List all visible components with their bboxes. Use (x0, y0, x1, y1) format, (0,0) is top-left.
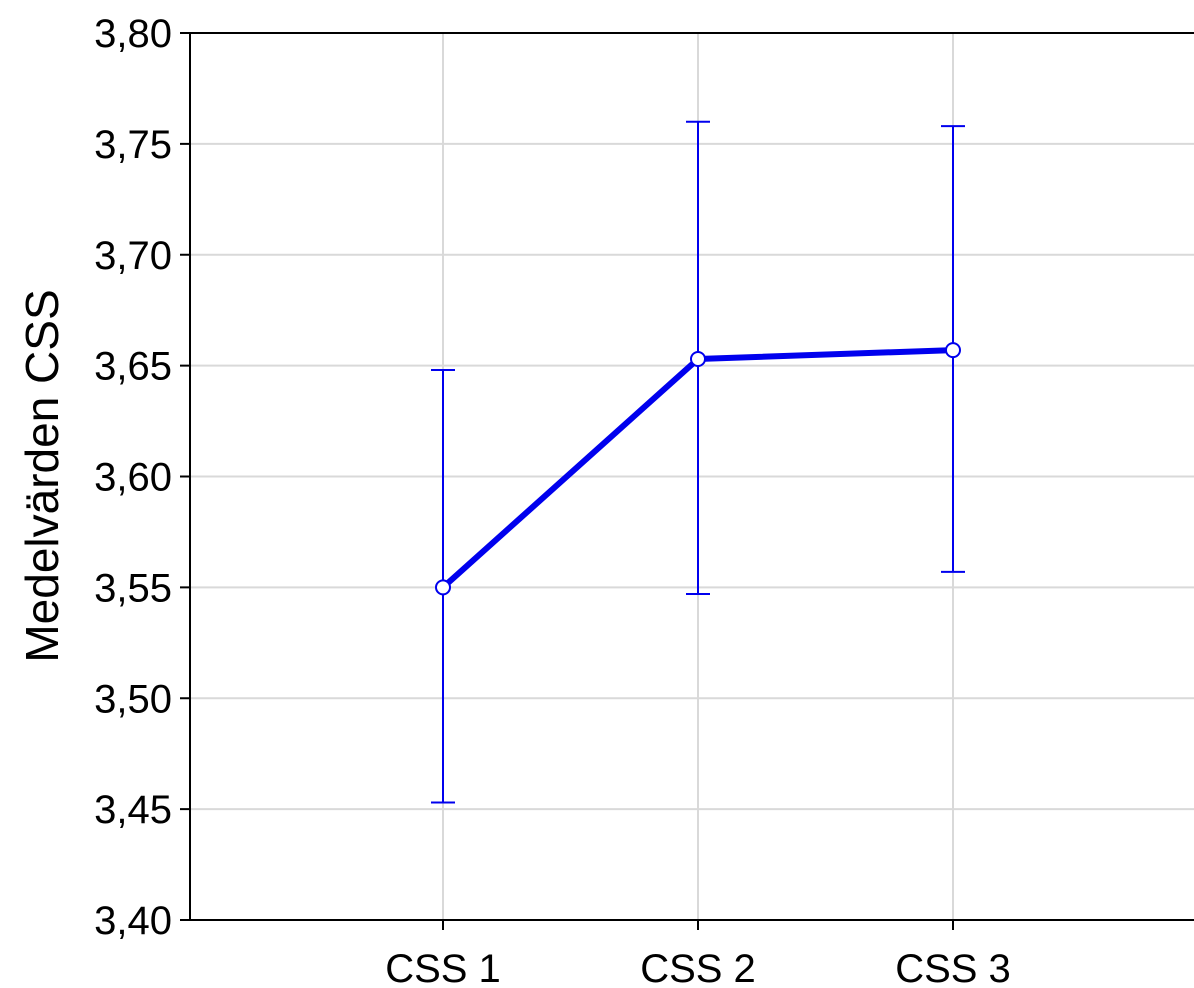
data-point (945, 342, 961, 359)
y-tick-label: 3,75 (94, 123, 172, 167)
y-tick-label: 3,60 (94, 456, 172, 500)
x-tick-label: CSS 2 (640, 947, 756, 988)
y-tick-label: 3,50 (94, 677, 172, 721)
y-tick-label: 3,65 (94, 345, 172, 389)
x-tick-label: CSS 1 (385, 947, 501, 988)
y-tick-label: 3,80 (94, 12, 172, 56)
x-tick-label: CSS 3 (895, 947, 1011, 988)
data-point (435, 579, 451, 596)
y-axis-title: Medelvärden CSS (16, 289, 68, 662)
x-axis-ticks: CSS 1 CSS 2 CSS 3 (385, 920, 1011, 988)
y-tick-label: 3,70 (94, 234, 172, 278)
series-line-group (435, 342, 961, 596)
data-point (690, 350, 706, 367)
y-tick-label: 3,45 (94, 788, 172, 832)
y-axis-ticks: 3,40 3,45 3,50 3,55 3,60 3,65 3,70 3,75 3,80 (94, 12, 190, 943)
grid-lines (190, 33, 1194, 920)
y-tick-label: 3,55 (94, 566, 172, 610)
y-tick-label: 3,40 (94, 899, 172, 943)
